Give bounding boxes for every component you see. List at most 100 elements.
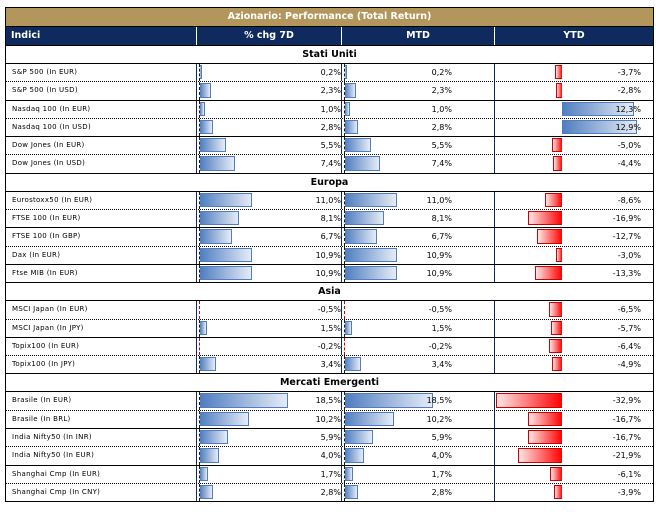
d7-cell: -0,5% (196, 301, 341, 319)
mtd-cell: 3,4% (341, 356, 494, 374)
d7-axis (199, 155, 200, 173)
table-row: Topix100 (In JPY) 3,4% 3,4% -4,9% (6, 356, 653, 375)
d7-bar (200, 357, 217, 372)
index-name: MSCI Japan (In EUR) (12, 305, 88, 314)
table-row: S&P 500 (In USD) 2,3% 2,3% -2,8% (6, 82, 653, 101)
d7-value: 2,3% (320, 86, 341, 96)
ytd-value: -2,8% (617, 86, 641, 96)
ytd-cell: -32,9% (494, 392, 653, 410)
mtd-bar (345, 229, 377, 244)
mtd-value: 10,2% (426, 414, 452, 424)
d7-axis (199, 137, 200, 155)
d7-axis (199, 64, 200, 82)
mtd-axis (344, 82, 345, 100)
mtd-axis (344, 264, 345, 283)
table-row: Topix100 (In EUR) -0,2% -0,2% -6,4% (6, 337, 653, 357)
ytd-bar (552, 357, 562, 372)
mtd-cell: 8,1% (341, 210, 494, 228)
d7-cell: 5,9% (196, 429, 341, 447)
mtd-cell: 11,0% (341, 191, 494, 210)
mtd-cell: 0,2% (341, 64, 494, 82)
ytd-cell: 12,9% (494, 118, 653, 137)
ytd-value: -16,7% (612, 414, 641, 424)
header-mtd: MTD (341, 27, 494, 45)
mtd-axis (344, 155, 345, 173)
ytd-value: -4,4% (617, 159, 641, 169)
mtd-bar (345, 65, 347, 80)
ytd-value: -13,3% (612, 268, 641, 278)
d7-value: 3,4% (320, 360, 341, 370)
mtd-value: 8,1% (431, 214, 452, 224)
ytd-cell: -3,0% (494, 246, 653, 264)
ytd-bar (554, 484, 562, 500)
table-row: Eurostoxx50 (In EUR) 11,0% 11,0% -8,6% (6, 191, 653, 211)
d7-axis (199, 82, 200, 100)
ytd-cell: -4,4% (494, 155, 653, 173)
mtd-axis (344, 337, 345, 356)
ytd-bar (550, 320, 562, 335)
ytd-value: -3,7% (617, 68, 641, 77)
d7-axis (199, 410, 200, 429)
ytd-bar (518, 448, 562, 463)
mtd-axis (344, 392, 345, 410)
mtd-bar (345, 211, 384, 226)
d7-bar (200, 466, 209, 481)
mtd-bar (345, 119, 359, 135)
d7-value: 1,0% (320, 104, 341, 114)
ytd-cell: -16,7% (494, 410, 653, 429)
mtd-bar (345, 265, 397, 281)
index-name: Ftse MIB (In EUR) (12, 268, 78, 277)
ytd-bar (549, 338, 562, 354)
mtd-cell: -0,5% (341, 301, 494, 319)
mtd-value: 6,7% (431, 232, 452, 242)
table-row: Brasile (In BRL) 10,2% 10,2% -16,7% (6, 410, 653, 430)
index-name: Dow Jones (In USD) (12, 159, 86, 168)
mtd-value: 10,9% (426, 268, 452, 278)
d7-bar (200, 247, 252, 262)
d7-cell: 1,5% (196, 319, 341, 337)
header-ytd: YTD (494, 27, 653, 45)
d7-bar (200, 411, 249, 427)
index-name: Topix100 (In JPY) (12, 360, 76, 369)
mtd-cell: -0,2% (341, 337, 494, 356)
ytd-cell: -4,9% (494, 356, 653, 374)
mtd-cell: 2,8% (341, 118, 494, 137)
ytd-cell: -21,9% (494, 447, 653, 465)
ytd-bar (528, 211, 562, 226)
ytd-value: -6,4% (617, 341, 641, 351)
d7-cell: 3,4% (196, 356, 341, 374)
ytd-cell: -3,9% (494, 483, 653, 502)
table-row: Brasile (In EUR) 18,5% 18,5% -32,9% (6, 392, 653, 411)
mtd-axis (344, 191, 345, 210)
index-name: Nasdaq 100 (In USD) (12, 122, 92, 131)
d7-cell: 18,5% (196, 392, 341, 410)
mtd-value: 0,2% (431, 68, 452, 77)
ytd-value: -16,9% (612, 214, 641, 224)
ytd-bar (556, 83, 562, 98)
index-name: FTSE 100 (In GBP) (12, 232, 81, 241)
ytd-bar (562, 101, 634, 116)
d7-bar (200, 430, 229, 445)
d7-cell: 1,0% (196, 100, 341, 118)
ytd-value: 12,3% (615, 104, 641, 114)
ytd-cell: -16,7% (494, 429, 653, 447)
mtd-bar (345, 430, 374, 445)
d7-bar (200, 229, 232, 244)
d7-value: 10,2% (315, 414, 341, 424)
d7-cell: 2,3% (196, 82, 341, 100)
d7-value: 6,7% (320, 232, 341, 242)
mtd-cell: 5,5% (341, 137, 494, 155)
ytd-bar (554, 65, 562, 80)
table-row: Shanghai Cmp (In CNY) 2,8% 2,8% -3,9% (6, 483, 653, 502)
table-title: Azionario: Performance (Total Return) (6, 7, 653, 27)
table-row: India Nifty50 (In INR) 5,9% 5,9% -16,7% (6, 429, 653, 448)
mtd-cell: 1,0% (341, 100, 494, 118)
d7-bar (200, 265, 252, 281)
table-row: Ftse MIB (In EUR) 10,9% 10,9% -13,3% (6, 264, 653, 284)
mtd-bar (345, 466, 354, 481)
mtd-axis (344, 228, 345, 246)
mtd-value: 18,5% (426, 396, 452, 406)
d7-value: 4,0% (320, 451, 341, 461)
d7-cell: 11,0% (196, 191, 341, 210)
d7-value: 5,9% (320, 433, 341, 443)
